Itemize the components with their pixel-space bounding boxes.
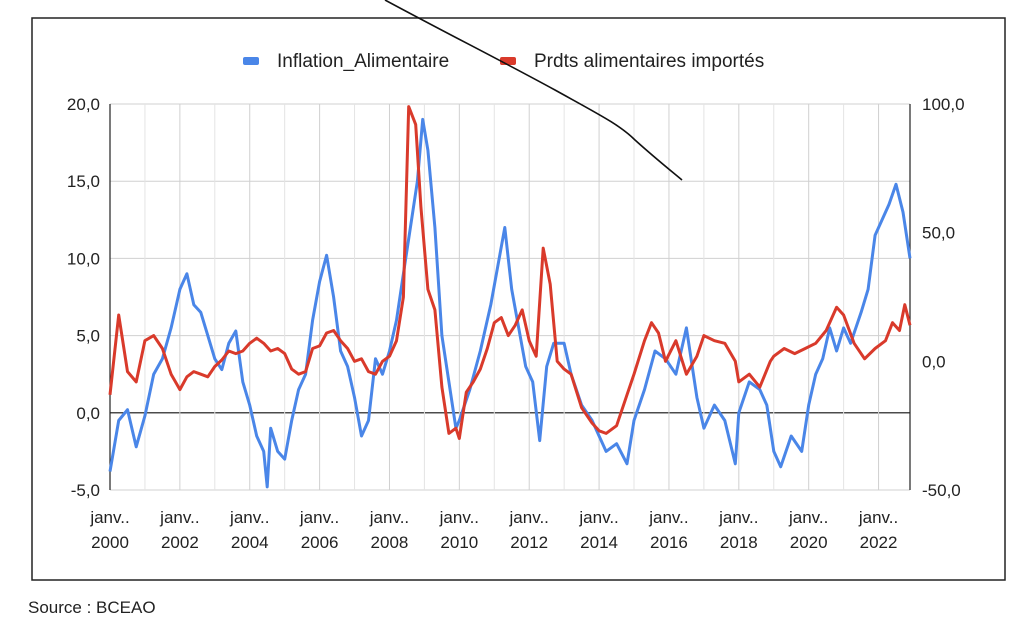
- legend-label-imported: Prdts alimentaires importés: [534, 51, 764, 72]
- x-tick-label-year: 2002: [161, 533, 199, 552]
- source-note: Source : BCEAO: [28, 598, 156, 617]
- series-layer: [108, 105, 912, 489]
- x-tick-label-year: 2018: [720, 533, 758, 552]
- x-tick-label-year: 2000: [91, 533, 129, 552]
- x-tick-label-year: 2022: [860, 533, 898, 552]
- legend-swatch-imported: [500, 57, 516, 65]
- x-tick-label-month: janv..: [718, 508, 758, 527]
- x-tick-label-year: 2020: [790, 533, 828, 552]
- legend-swatch-inflation: [243, 57, 259, 65]
- y-left-tick-label: 0,0: [76, 404, 100, 423]
- y-left-tick-label: 10,0: [67, 249, 100, 268]
- x-tick-label-year: 2016: [650, 533, 688, 552]
- y-right-tick-label: 50,0: [922, 224, 955, 243]
- y-left-tick-label: -5,0: [71, 481, 100, 500]
- x-tick-label-year: 2008: [371, 533, 409, 552]
- x-tick-label-year: 2014: [580, 533, 618, 552]
- x-tick-label-month: janv..: [509, 508, 549, 527]
- x-tick-label-month: janv..: [788, 508, 828, 527]
- x-tick-label-month: janv..: [229, 508, 269, 527]
- x-tick-label-month: janv..: [648, 508, 688, 527]
- y-left-tick-label: 20,0: [67, 95, 100, 114]
- x-tick-label-year: 2012: [510, 533, 548, 552]
- x-tick-label-month: janv..: [439, 508, 479, 527]
- x-tick-label-year: 2006: [301, 533, 339, 552]
- y-left-tick-label: 5,0: [76, 327, 100, 346]
- x-tick-label-month: janv..: [369, 508, 409, 527]
- x-tick-label-month: janv..: [89, 508, 129, 527]
- y-right-tick-label: 100,0: [922, 95, 965, 114]
- x-tick-label-month: janv..: [578, 508, 618, 527]
- y-left-tick-label: 15,0: [67, 172, 100, 191]
- chart-frame: [31, 17, 1006, 581]
- x-tick-label-year: 2010: [440, 533, 478, 552]
- x-tick-label-month: janv..: [858, 508, 898, 527]
- y-right-tick-label: 0,0: [922, 352, 946, 371]
- legend-label-inflation: Inflation_Alimentaire: [277, 51, 449, 72]
- series-line-prdts-importes: [108, 105, 912, 440]
- pen-stroke: [384, 0, 683, 181]
- legend: Inflation_Alimentaire Prdts alimentaires…: [243, 51, 764, 72]
- x-tick-label-month: janv..: [299, 508, 339, 527]
- series-line-inflation-alimentaire: [108, 117, 912, 489]
- axes: -5,0 0,0 5,0 10,0 15,0 20,0 janv.. 2000 janv.. 20…: [67, 95, 965, 552]
- y-right-tick-label: -50,0: [922, 481, 961, 500]
- x-tick-label-month: janv..: [159, 508, 199, 527]
- x-tick-label-year: 2004: [231, 533, 269, 552]
